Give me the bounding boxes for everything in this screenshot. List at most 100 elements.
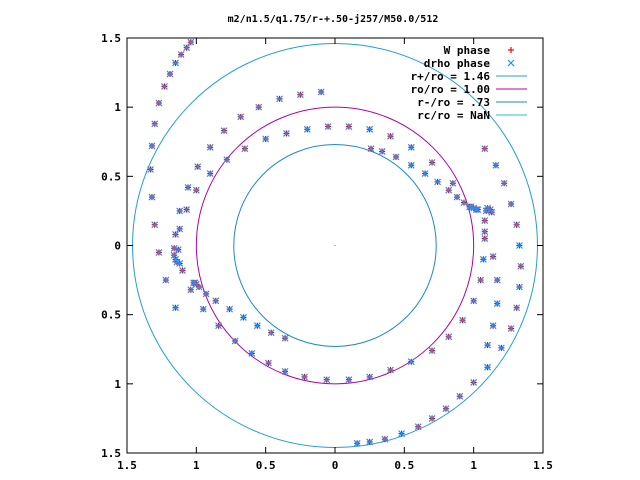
drho-phase-point	[489, 253, 497, 260]
drho-phase-point	[517, 262, 525, 270]
drho-phase-point	[194, 163, 202, 171]
drho-phase-point	[223, 156, 231, 164]
drho-phase-point	[255, 103, 263, 111]
drho-phase-point	[392, 153, 400, 161]
drho-phase-point	[170, 251, 178, 259]
drho-phase-point	[215, 322, 222, 330]
x-tick-label: 1.5	[117, 459, 137, 472]
drho-phase-point	[479, 255, 487, 263]
legend-plus-sample	[508, 47, 514, 53]
drho-phase-point	[345, 123, 353, 130]
drho-phase-point	[466, 203, 473, 211]
drho-phase-point	[378, 148, 386, 155]
drho-phase-point	[492, 161, 500, 169]
drho-phase-point	[155, 99, 163, 107]
drho-phase-point	[470, 297, 478, 305]
y-tick-label: 0.5	[101, 309, 121, 322]
drho-phase-point	[231, 337, 239, 345]
drho-phase-point	[470, 379, 478, 386]
drho-phase-point	[481, 235, 489, 243]
drho-phase-point	[493, 276, 501, 284]
drho-phase-point	[206, 143, 214, 151]
drho-phase-point	[226, 305, 234, 313]
drho-phase-point	[453, 193, 461, 201]
x-tick-label: 1.5	[533, 459, 553, 472]
series-1	[147, 38, 525, 447]
drho-phase-point	[161, 82, 168, 90]
reference-circle-2	[233, 144, 437, 347]
chart-title: m2/n1.5/q1.75/r-+.50-j257/M50.0/512	[228, 13, 439, 25]
drho-phase-point	[428, 347, 436, 355]
drho-phase-point	[516, 242, 523, 249]
drho-phase-point	[489, 322, 497, 330]
drho-phase-point	[507, 325, 515, 332]
drho-phase-point	[237, 113, 245, 121]
drho-phase-point	[442, 405, 450, 413]
drho-phase-point	[172, 231, 179, 238]
drho-phase-point	[513, 221, 521, 229]
drho-phase-point	[407, 143, 415, 151]
drho-phase-point	[367, 145, 375, 153]
drho-phase-point	[212, 297, 220, 305]
drho-phase-point	[184, 183, 192, 191]
drho-phase-point	[366, 373, 374, 381]
legend-label-2: r+/ro = 1.46	[411, 70, 491, 83]
drho-phase-point	[192, 186, 200, 194]
drho-phase-point	[183, 44, 191, 52]
legend-label-0: W phase	[444, 44, 491, 57]
x-tick-label: 0.5	[256, 459, 276, 472]
drho-phase-point	[493, 300, 501, 308]
drho-phase-point	[172, 59, 179, 67]
drho-phase-point	[170, 244, 178, 252]
drho-phase-point	[166, 70, 174, 78]
drho-phase-point	[481, 145, 489, 153]
y-tick-label: 1.5	[101, 32, 121, 45]
y-tick-label: 1	[114, 378, 121, 391]
drho-phase-point	[187, 286, 195, 294]
axis-ticks: 1.5 1 0.5 0 0.5 1 1.51.510.500.511.5	[101, 32, 553, 472]
x-tick-label: 0	[332, 459, 339, 472]
drho-phase-point	[281, 367, 289, 375]
legend-cross-sample	[507, 59, 515, 67]
y-tick-label: 1.5	[101, 447, 121, 460]
drho-phase-point	[484, 341, 491, 349]
drho-phase-point	[267, 329, 275, 337]
drho-phase-point	[176, 207, 184, 215]
drho-phase-point	[147, 165, 154, 173]
drho-phase-point	[174, 246, 182, 254]
drho-phase-point	[414, 423, 422, 431]
x-tick-label: 1	[470, 459, 477, 472]
drho-phase-point	[283, 130, 290, 137]
reference-circle-1	[195, 106, 475, 385]
drho-phase-point	[202, 290, 210, 298]
drho-phase-point	[176, 260, 184, 267]
drho-phase-point	[199, 305, 207, 313]
drho-phase-point	[500, 179, 508, 187]
drho-phase-point	[398, 430, 405, 438]
legend-label-3: ro/ro = 1.00	[411, 83, 490, 96]
drho-phase-point	[459, 316, 466, 324]
drho-phase-point	[240, 314, 247, 321]
drho-phase-point	[301, 373, 308, 381]
drho-phase-point	[481, 228, 489, 236]
y-tick-label: 0.5	[101, 170, 121, 183]
drho-phase-point	[183, 206, 191, 213]
drho-phase-point	[172, 304, 179, 312]
drho-phase-point	[353, 439, 361, 447]
drho-phase-point	[323, 376, 331, 384]
drho-phase-point	[484, 363, 491, 371]
drho-phase-point	[345, 376, 353, 384]
drho-phase-point	[507, 200, 515, 208]
drho-phase-point	[241, 145, 249, 153]
drho-phase-point	[445, 333, 453, 341]
drho-phase-point	[366, 438, 374, 446]
drho-phase-point	[187, 38, 195, 46]
drho-phase-point	[317, 88, 325, 96]
drho-phase-point	[516, 283, 523, 291]
drho-phase-point	[155, 248, 163, 256]
y-tick-label: 0	[114, 240, 121, 253]
drho-phase-point	[262, 135, 270, 143]
drho-phase-point	[148, 193, 156, 201]
drho-phase-point	[456, 392, 464, 400]
